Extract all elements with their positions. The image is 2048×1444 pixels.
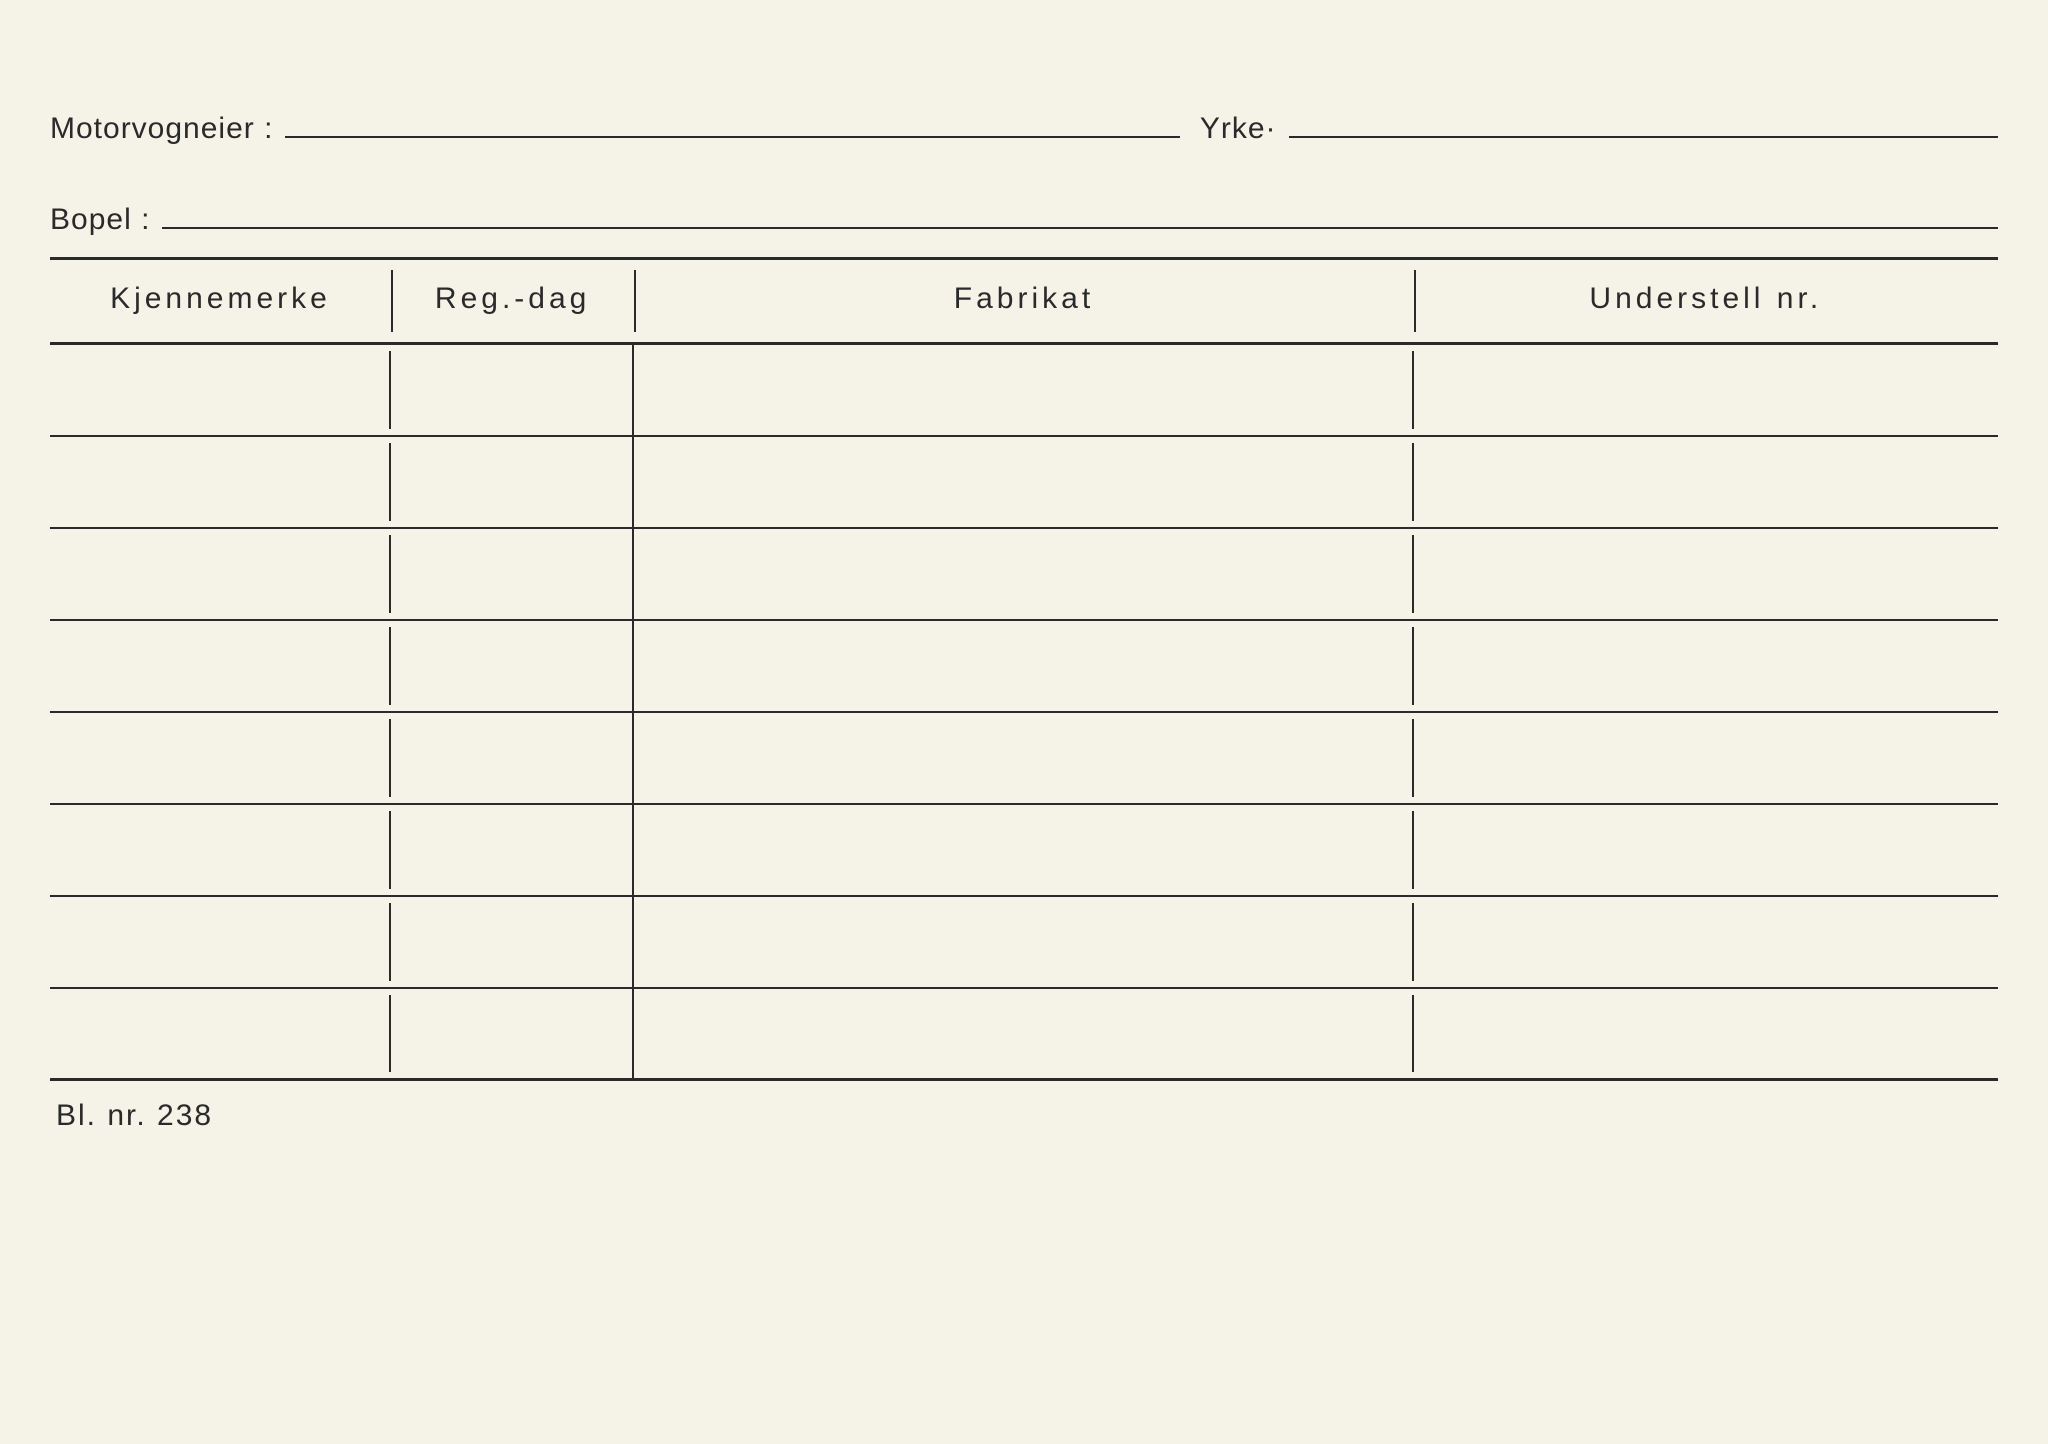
cell-understell (1414, 712, 1998, 804)
cell-understell (1414, 988, 1998, 1080)
label-motorvogneier: Motorvogneier : (50, 112, 273, 146)
table-row (50, 988, 1998, 1080)
table-header-row: Kjennemerke Reg.-dag Fabrikat Understell… (50, 259, 1998, 344)
cell-fabrikat (634, 344, 1413, 436)
cell-kjennemerke (50, 896, 391, 988)
cell-fabrikat (634, 436, 1413, 528)
cell-kjennemerke (50, 804, 391, 896)
row-owner-occupation: Motorvogneier : Yrke· (50, 110, 1998, 146)
cell-fabrikat (634, 804, 1413, 896)
field-yrke: Yrke· (1200, 110, 1998, 146)
registration-card: Motorvogneier : Yrke· Bopel : Kjennemerk… (50, 110, 1998, 1133)
cell-regdag (391, 344, 635, 436)
cell-understell (1414, 896, 1998, 988)
cell-kjennemerke (50, 988, 391, 1080)
field-motorvogneier: Motorvogneier : (50, 110, 1180, 146)
cell-kjennemerke (50, 528, 391, 620)
cell-kjennemerke (50, 712, 391, 804)
col-header-kjennemerke: Kjennemerke (50, 259, 391, 344)
cell-understell (1414, 804, 1998, 896)
cell-regdag (391, 988, 635, 1080)
cell-regdag (391, 712, 635, 804)
cell-regdag (391, 528, 635, 620)
registration-table: Kjennemerke Reg.-dag Fabrikat Understell… (50, 257, 1998, 1081)
line-motorvogneier (285, 110, 1179, 138)
cell-understell (1414, 620, 1998, 712)
table-row (50, 804, 1998, 896)
col-header-understell: Understell nr. (1414, 259, 1998, 344)
cell-regdag (391, 436, 635, 528)
line-yrke (1289, 110, 1998, 138)
cell-regdag (391, 804, 635, 896)
cell-kjennemerke (50, 436, 391, 528)
cell-understell (1414, 436, 1998, 528)
label-bopel: Bopel : (50, 203, 150, 237)
cell-understell (1414, 344, 1998, 436)
table-row (50, 712, 1998, 804)
cell-regdag (391, 620, 635, 712)
cell-understell (1414, 528, 1998, 620)
table-row (50, 620, 1998, 712)
registration-table-wrap: Kjennemerke Reg.-dag Fabrikat Understell… (50, 257, 1998, 1081)
table-row (50, 436, 1998, 528)
table-row (50, 344, 1998, 436)
cell-regdag (391, 896, 635, 988)
cell-kjennemerke (50, 620, 391, 712)
cell-fabrikat (634, 712, 1413, 804)
col-header-regdag: Reg.-dag (391, 259, 635, 344)
label-yrke: Yrke· (1200, 112, 1277, 146)
cell-kjennemerke (50, 344, 391, 436)
cell-fabrikat (634, 988, 1413, 1080)
form-number: Bl. nr. 238 (50, 1099, 1998, 1133)
field-bopel: Bopel : (50, 201, 1998, 237)
table-row (50, 528, 1998, 620)
line-bopel (162, 201, 1998, 229)
cell-fabrikat (634, 896, 1413, 988)
col-header-fabrikat: Fabrikat (634, 259, 1413, 344)
table-body (50, 344, 1998, 1080)
cell-fabrikat (634, 528, 1413, 620)
cell-fabrikat (634, 620, 1413, 712)
table-row (50, 896, 1998, 988)
